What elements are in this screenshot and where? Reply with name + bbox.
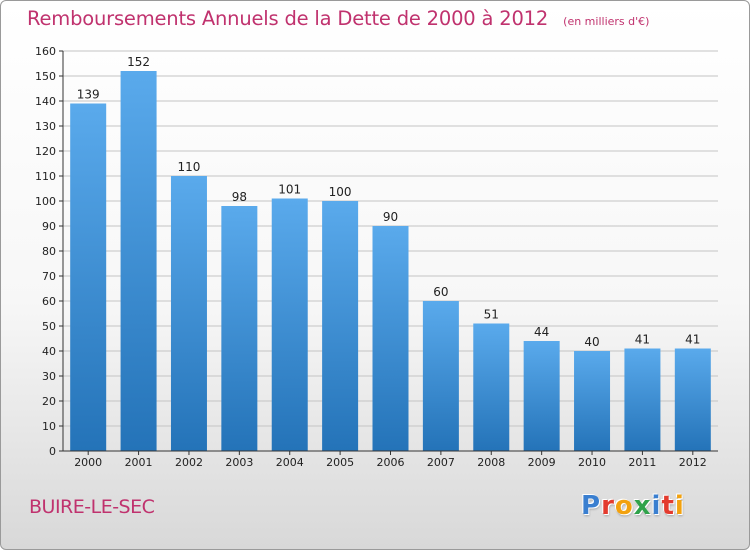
x-tick-label-2005: 2005 <box>326 456 354 469</box>
bar-2010 <box>574 351 611 451</box>
bar-2000 <box>70 103 107 451</box>
y-tick-label: 160 <box>35 45 56 58</box>
x-tick-label-2011: 2011 <box>628 456 656 469</box>
data-label-2005: 100 <box>329 185 352 199</box>
logo-letter: t <box>661 491 675 521</box>
data-label-2003: 98 <box>232 190 247 204</box>
x-tick-label-2007: 2007 <box>427 456 455 469</box>
y-tick-label: 110 <box>35 170 56 183</box>
logo-letter: r <box>601 491 615 521</box>
data-label-2009: 44 <box>534 325 549 339</box>
bar-2006 <box>372 226 409 451</box>
x-tick-label-2006: 2006 <box>377 456 405 469</box>
bar-2001 <box>120 71 157 451</box>
bar-2011 <box>624 348 661 451</box>
bar-2004 <box>271 198 308 451</box>
x-tick-labels: 2000 2001 2002 2003 2004 2005 2006 2007 2008 2009… <box>74 456 707 469</box>
data-label-2012: 41 <box>685 333 700 347</box>
y-tick-label: 140 <box>35 95 56 108</box>
data-label-2010: 40 <box>584 335 599 349</box>
y-tick-label: 40 <box>42 345 56 358</box>
data-labels: 139 152 110 98 101 100 90 60 51 44 40 41 41 <box>77 55 701 349</box>
bar-2009 <box>523 341 560 451</box>
data-label-2006: 90 <box>383 210 398 224</box>
y-tick-label: 90 <box>42 220 56 233</box>
bar-2007 <box>422 301 459 451</box>
y-tick-label: 150 <box>35 70 56 83</box>
chart-title: Remboursements Annuels de la Dette de 20… <box>27 7 549 30</box>
y-tick-label: 60 <box>42 295 56 308</box>
y-tick-label: 0 <box>49 445 56 458</box>
bar-2008 <box>473 323 510 451</box>
x-tick-label-2010: 2010 <box>578 456 606 469</box>
x-tick-label-2012: 2012 <box>679 456 707 469</box>
y-tick-label: 30 <box>42 370 56 383</box>
logo-letter: x <box>633 491 652 521</box>
logo-letter: P <box>581 491 602 521</box>
x-tick-label-2000: 2000 <box>74 456 102 469</box>
x-tick-label-2002: 2002 <box>175 456 203 469</box>
data-label-2000: 139 <box>77 88 100 102</box>
data-label-2007: 60 <box>433 285 448 299</box>
y-tick-label: 10 <box>42 420 56 433</box>
y-tick-label: 80 <box>42 245 56 258</box>
data-label-2008: 51 <box>484 308 499 322</box>
data-label-2002: 110 <box>178 160 201 174</box>
x-tick-label-2009: 2009 <box>528 456 556 469</box>
proxiti-logo[interactable]: Proxiti <box>581 491 685 521</box>
x-tick-label-2008: 2008 <box>477 456 505 469</box>
x-tick-label-2003: 2003 <box>225 456 253 469</box>
bars <box>70 71 711 451</box>
bar-2012 <box>674 348 711 451</box>
bar-2005 <box>322 201 359 451</box>
bar-2002 <box>170 176 207 451</box>
logo-letter: i <box>674 491 685 521</box>
y-tick-label: 100 <box>35 195 56 208</box>
y-tick-labels: 0 10 20 30 40 50 60 70 80 90 100 110 120 130 140 150 160 <box>35 45 56 458</box>
commune-name: BUIRE-LE-SEC <box>29 496 155 518</box>
data-label-2001: 152 <box>127 55 150 69</box>
chart-subtitle: (en milliers d'€) <box>563 15 650 28</box>
y-tick-label: 20 <box>42 395 56 408</box>
y-tick-label: 50 <box>42 320 56 333</box>
data-label-2011: 41 <box>635 333 650 347</box>
axes <box>59 50 718 455</box>
data-label-2004: 101 <box>278 183 301 197</box>
y-tick-label: 70 <box>42 270 56 283</box>
y-tick-label: 120 <box>35 145 56 158</box>
y-tick-label: 130 <box>35 120 56 133</box>
x-tick-label-2001: 2001 <box>125 456 153 469</box>
chart-title-row: Remboursements Annuels de la Dette de 20… <box>27 7 649 30</box>
logo-letter: i <box>651 491 662 521</box>
bar-2003 <box>221 206 258 451</box>
logo-letter: o <box>614 491 634 521</box>
x-tick-label-2004: 2004 <box>276 456 304 469</box>
